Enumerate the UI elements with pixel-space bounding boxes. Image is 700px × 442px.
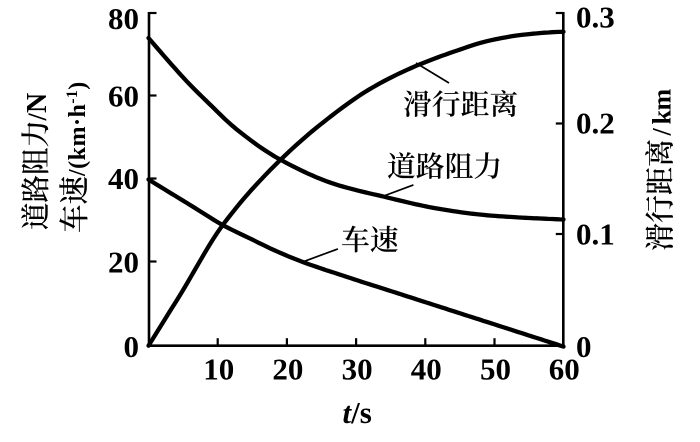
svg-text:40: 40: [411, 352, 442, 387]
svg-text:k: k: [648, 110, 677, 125]
svg-text:20: 20: [108, 245, 139, 280]
svg-text:/: /: [23, 113, 52, 122]
svg-text:N: N: [22, 93, 53, 113]
svg-text:50: 50: [480, 352, 511, 387]
svg-text:80: 80: [108, 1, 139, 36]
svg-text:0.1: 0.1: [576, 217, 615, 252]
svg-text:/(km·h-1): /(km·h-1): [64, 81, 91, 177]
svg-text:60: 60: [108, 78, 139, 113]
svg-text:0: 0: [124, 329, 140, 364]
svg-text:20: 20: [272, 352, 303, 387]
svg-text:0.2: 0.2: [576, 106, 615, 141]
svg-text:t/s: t/s: [343, 395, 372, 430]
svg-text:40: 40: [108, 161, 139, 196]
svg-text:m: m: [648, 89, 677, 111]
svg-text:0: 0: [576, 329, 592, 364]
svg-text:60: 60: [549, 352, 580, 387]
svg-text:/: /: [648, 128, 677, 137]
svg-text:0.3: 0.3: [576, 0, 615, 35]
svg-text:10: 10: [203, 352, 234, 387]
svg-text:30: 30: [342, 352, 373, 387]
